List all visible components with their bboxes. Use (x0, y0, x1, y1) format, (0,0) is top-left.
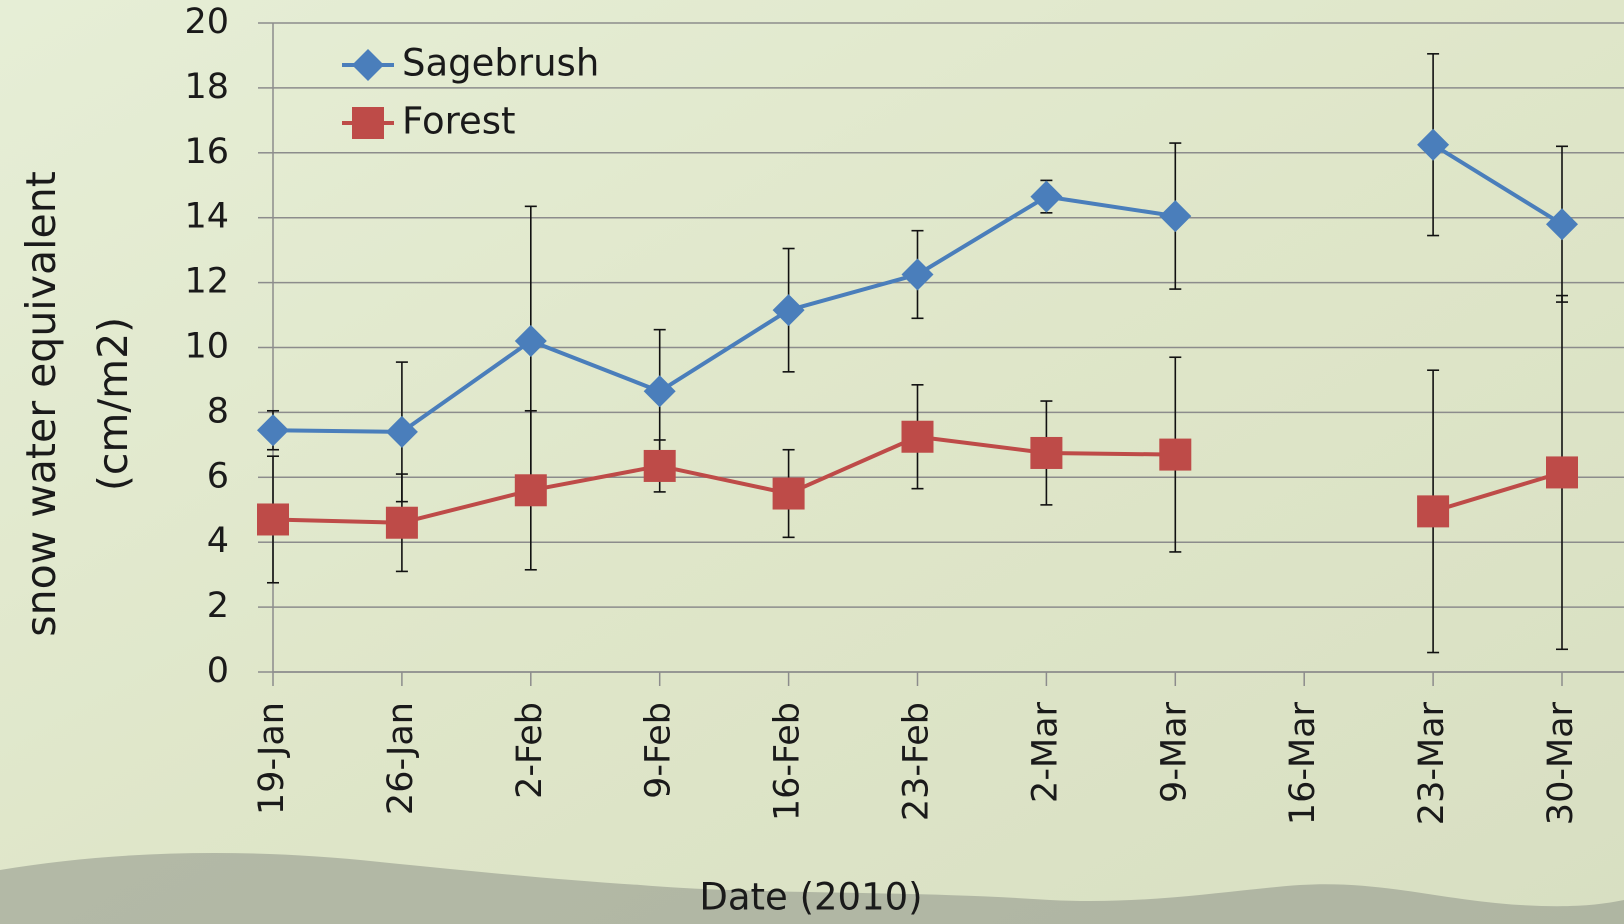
y-axis-label: snow water equivalent (17, 171, 65, 637)
marker (1030, 180, 1063, 213)
x-axis-label: Date (2010) (699, 876, 922, 919)
x-tick-label: 23-Mar (1412, 701, 1452, 825)
marker (514, 474, 547, 507)
x-tick-label: 9-Feb (639, 702, 679, 799)
y-tick-label: 18 (184, 67, 229, 107)
y-tick-label: 16 (184, 132, 229, 172)
x-tick-label: 26-Jan (381, 702, 421, 815)
x-tick-label: 2-Feb (510, 702, 550, 799)
marker (385, 506, 418, 539)
marker (1417, 128, 1450, 161)
marker (1030, 436, 1063, 469)
marker (901, 420, 934, 453)
x-tick-label: 16-Feb (768, 702, 808, 821)
legend: Sagebrush Forest (342, 42, 599, 143)
marker (643, 375, 676, 408)
mountains (0, 852, 1624, 924)
series-line (272, 434, 1563, 525)
y-tick-label: 8 (207, 391, 229, 431)
x-tick-label: 19-Jan (252, 702, 292, 815)
marker (385, 415, 418, 448)
marker (352, 49, 384, 81)
marker (1159, 438, 1192, 471)
series (257, 53, 1578, 503)
marker (643, 449, 676, 482)
y-tick-label: 6 (207, 456, 229, 496)
y-tick-label: 12 (184, 262, 229, 302)
x-tick-label: 16-Mar (1283, 701, 1323, 825)
y-tick-label: 14 (184, 197, 229, 237)
marker (1546, 208, 1578, 241)
marker (1159, 200, 1192, 233)
y-axis-label: (cm/m2) (89, 317, 137, 491)
x-tick-label: 30-Mar (1541, 701, 1581, 825)
series-line (272, 142, 1564, 434)
series (257, 294, 1578, 654)
marker (352, 107, 384, 139)
marker (901, 258, 934, 291)
y-tick-label: 10 (184, 327, 229, 367)
marker (1417, 495, 1450, 528)
y-tick-label: 2 (207, 586, 229, 626)
legend-label: Sagebrush (402, 42, 599, 85)
x-tick-label: 9-Mar (1154, 701, 1194, 803)
y-tick-label: 4 (207, 521, 229, 561)
y-axis-label-group: snow water equivalent (17, 171, 65, 637)
x-tick-label: 23-Feb (897, 702, 937, 821)
x-tick-label: 2-Mar (1025, 701, 1065, 803)
y-tick-label: 0 (207, 651, 229, 691)
marker (1546, 456, 1578, 489)
legend-label: Forest (402, 100, 516, 143)
y-axis-label-group: (cm/m2) (89, 317, 137, 491)
marker (772, 294, 805, 327)
marker (257, 503, 289, 536)
marker (772, 477, 805, 510)
y-tick-label: 20 (184, 2, 229, 42)
marker (514, 325, 547, 358)
marker (257, 414, 289, 447)
